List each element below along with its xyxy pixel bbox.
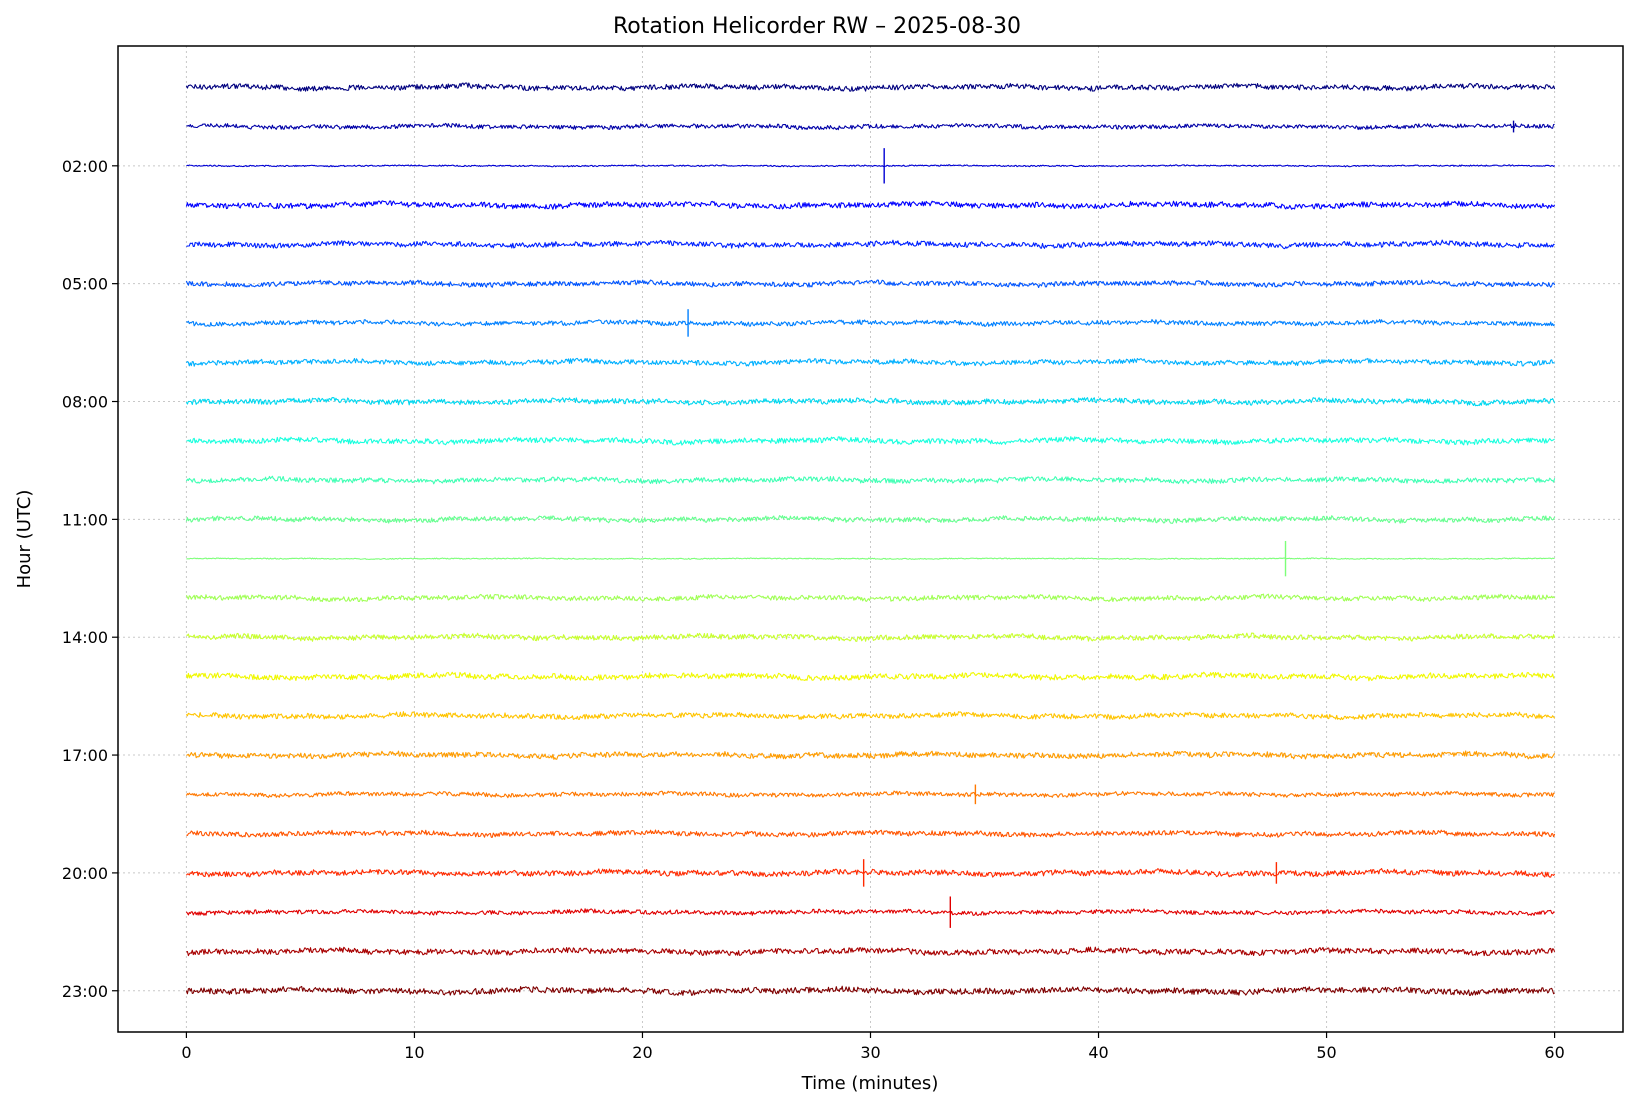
y-tick-label: 05:00 xyxy=(62,275,108,294)
x-tick-label: 0 xyxy=(181,1043,191,1062)
trace-hour-15 xyxy=(185,671,1555,682)
trace-hour-17 xyxy=(186,750,1556,760)
x-tick-label: 30 xyxy=(860,1043,880,1062)
trace-hour-8 xyxy=(185,397,1556,407)
chart-title: Rotation Helicorder RW – 2025-08-30 xyxy=(613,14,1021,39)
trace-hour-18 xyxy=(185,790,1555,799)
x-tick-label: 60 xyxy=(1544,1043,1564,1062)
trace-hour-11 xyxy=(185,515,1556,524)
trace-hour-12 xyxy=(186,557,1555,560)
x-tick-label: 50 xyxy=(1316,1043,1336,1062)
trace-hour-7 xyxy=(185,357,1555,367)
x-tick-label: 40 xyxy=(1088,1043,1108,1062)
trace-hour-23 xyxy=(185,985,1555,996)
x-tick-label: 10 xyxy=(404,1043,424,1062)
trace-hour-9 xyxy=(186,436,1555,446)
grid-layer xyxy=(118,46,1623,1032)
plot-frame xyxy=(117,45,1624,1033)
trace-hour-14 xyxy=(186,632,1556,642)
trace-layer xyxy=(185,82,1556,996)
y-axis: 02:00 05:00 08:00 11:00 14:00 17:00 20:00 23:00 xyxy=(62,157,118,1001)
trace-hour-1 xyxy=(186,122,1555,131)
y-tick-label: 20:00 xyxy=(62,864,108,883)
trace-hour-16 xyxy=(185,711,1556,721)
trace-hour-6 xyxy=(186,318,1556,328)
trace-hour-0 xyxy=(185,82,1556,92)
x-tick-label: 20 xyxy=(632,1043,652,1062)
trace-hour-4 xyxy=(186,239,1555,250)
y-tick-label: 23:00 xyxy=(62,982,108,1001)
y-tick-label: 11:00 xyxy=(62,510,108,529)
y-axis-label: Hour (UTC) xyxy=(14,490,35,589)
trace-hour-10 xyxy=(185,475,1556,485)
x-axis: 0 10 20 30 40 50 60 xyxy=(181,1032,1565,1062)
trace-hour-3 xyxy=(185,200,1556,210)
x-axis-label: Time (minutes) xyxy=(801,1073,939,1094)
trace-hour-5 xyxy=(185,279,1556,289)
y-tick-label: 02:00 xyxy=(62,157,108,176)
trace-hour-22 xyxy=(186,946,1556,957)
trace-hour-19 xyxy=(186,829,1556,838)
trace-hour-21 xyxy=(185,908,1555,917)
y-tick-label: 14:00 xyxy=(62,628,108,647)
trace-hour-2 xyxy=(186,164,1555,168)
y-tick-label: 17:00 xyxy=(62,746,108,765)
trace-hour-20 xyxy=(185,867,1556,878)
trace-hour-13 xyxy=(185,593,1556,603)
y-tick-label: 08:00 xyxy=(62,393,108,412)
